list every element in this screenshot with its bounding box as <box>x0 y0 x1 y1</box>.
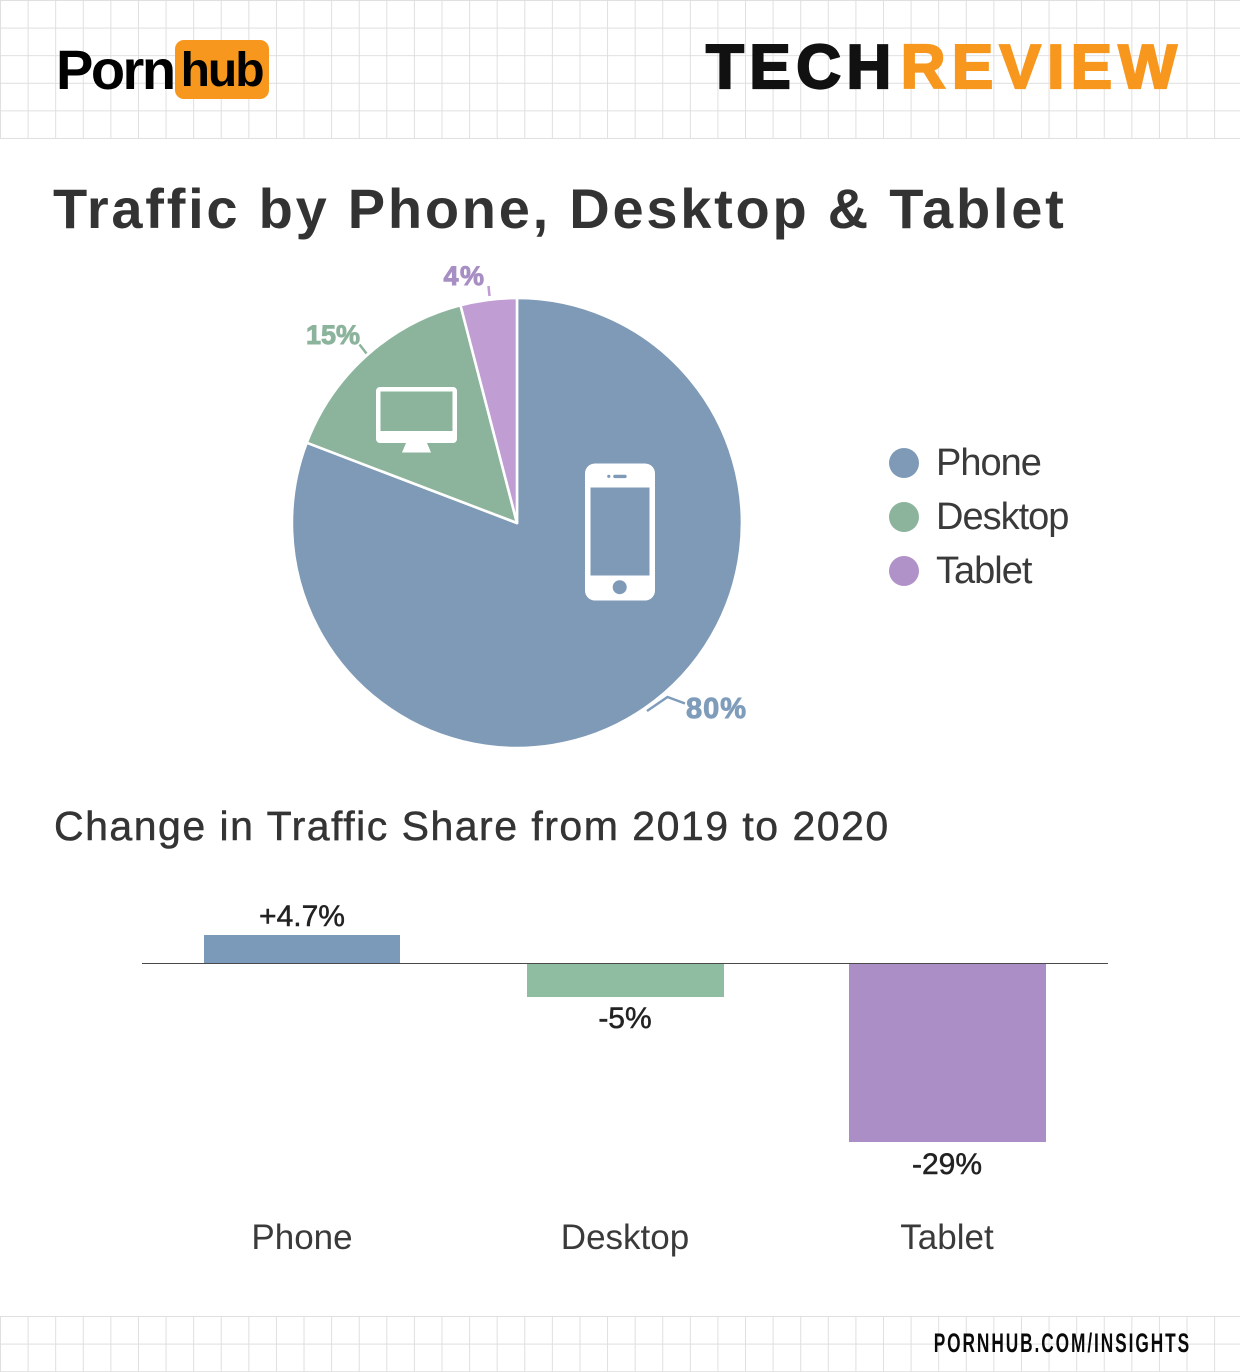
svg-text:15%: 15% <box>306 320 360 350</box>
svg-text:80%: 80% <box>686 693 747 725</box>
svg-text:4%: 4% <box>444 261 486 291</box>
